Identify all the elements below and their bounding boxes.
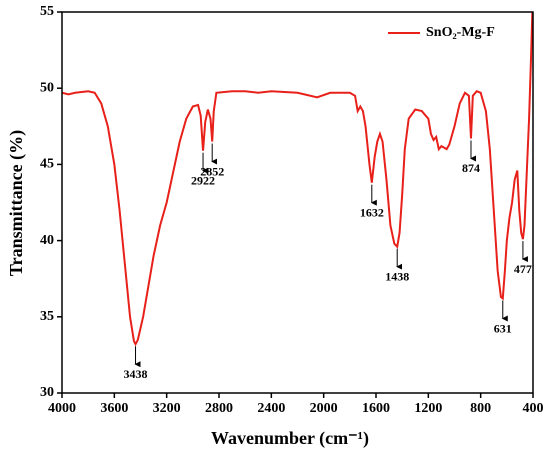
y-tick-label: 45 — [40, 157, 54, 172]
legend-label: SnO₂-Mg-F — [426, 25, 495, 40]
peak-label: 3438 — [124, 367, 148, 381]
peak-label: 631 — [494, 321, 512, 335]
x-tick-label: 3200 — [153, 401, 181, 416]
y-axis-label: Transmittance (%) — [6, 130, 27, 276]
peak-label: 874 — [462, 161, 480, 175]
x-tick-label: 400 — [523, 401, 544, 416]
y-tick-label: 50 — [40, 80, 54, 95]
y-tick-label: 30 — [40, 385, 54, 400]
y-tick-label: 55 — [40, 4, 54, 19]
x-tick-label: 4000 — [48, 401, 76, 416]
x-tick-label: 1600 — [362, 401, 390, 416]
spectrum-line — [61, 11, 534, 347]
x-tick-label: 2000 — [310, 401, 338, 416]
x-axis-label: Wavenumber (cm⁻¹) — [211, 428, 369, 449]
x-tick-label: 800 — [470, 401, 491, 416]
peak-label: 1632 — [360, 205, 384, 219]
peak-label: 1438 — [385, 269, 409, 283]
y-tick-label: 35 — [40, 309, 54, 324]
peak-label: 477 — [514, 262, 532, 276]
y-tick-label: 40 — [40, 233, 54, 248]
x-tick-label: 1200 — [414, 401, 442, 416]
peak-label: 2852 — [200, 164, 224, 178]
x-tick-label: 3600 — [100, 401, 128, 416]
plot-frame — [61, 11, 534, 394]
peak-label: 2922 — [191, 173, 215, 187]
x-tick-label: 2800 — [205, 401, 233, 416]
x-tick-label: 2400 — [257, 401, 285, 416]
